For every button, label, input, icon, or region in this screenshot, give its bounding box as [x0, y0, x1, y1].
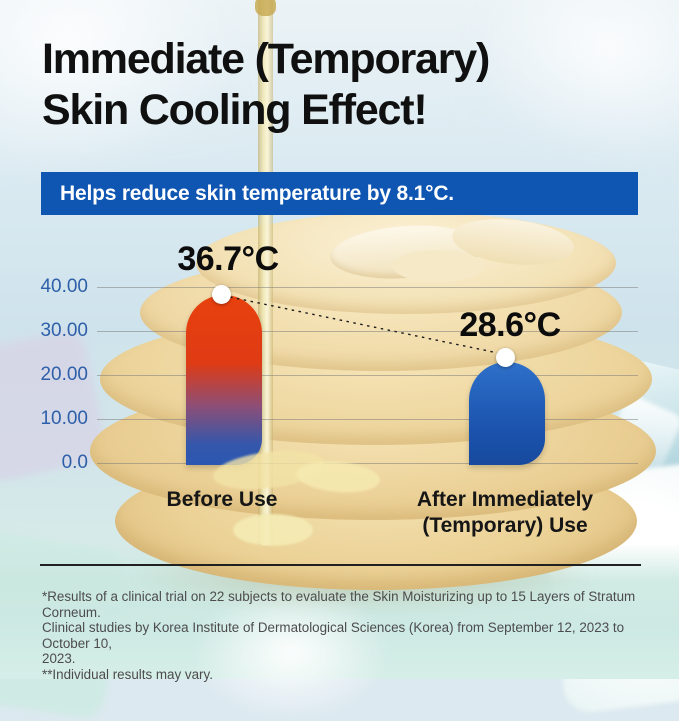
pour-splash	[233, 514, 313, 546]
footnote-line: Clinical studies by Korea Institute of D…	[42, 620, 625, 651]
y-axis-tick-label: 0.0	[61, 452, 88, 473]
gridline-40	[97, 287, 638, 288]
footnote-line: *Results of a clinical trial on 22 subje…	[42, 589, 636, 620]
page-title-line1: Immediate (Temporary)	[42, 35, 490, 83]
category-label-after: After Immediately (Temporary) Use	[390, 487, 620, 539]
pour-stream-top	[255, 0, 276, 16]
y-axis-tick-label: 20.00	[40, 364, 88, 385]
cream-curl	[392, 250, 484, 282]
page-title: Immediate (Temporary) Skin Cooling Effec…	[42, 34, 602, 136]
footnote-line: 2023.	[42, 651, 76, 667]
category-label-line: (Temporary) Use	[422, 514, 588, 537]
category-label-line: Before Use	[166, 488, 278, 511]
gridline-0	[97, 463, 638, 464]
footnote-line: **Individual results may vary.	[42, 666, 213, 682]
page-title-line2: Skin Cooling Effect!	[42, 86, 428, 134]
gridline-30	[97, 331, 638, 332]
y-axis-tick-label: 40.00	[40, 276, 88, 297]
footnote: *Results of a clinical trial on 22 subje…	[42, 589, 644, 683]
y-axis-tick-label: 30.00	[40, 320, 88, 341]
y-axis-tick-label: 10.00	[40, 408, 88, 429]
value-label-after: 28.6°C	[459, 306, 561, 344]
gridline-20	[97, 375, 638, 376]
category-label-line: After Immediately	[416, 488, 594, 511]
claim-banner-text: Helps reduce skin temperature by 8.1°C.	[60, 182, 454, 205]
value-label-before: 36.7°C	[177, 240, 279, 278]
bar-after-use	[469, 362, 545, 465]
claim-banner: Helps reduce skin temperature by 8.1°C.	[41, 172, 638, 215]
bar-before-use	[186, 295, 262, 465]
divider-line	[40, 564, 641, 566]
data-point-marker-before	[212, 285, 231, 304]
gridline-10	[97, 419, 638, 420]
data-point-marker-after	[496, 348, 515, 367]
category-label-before: Before Use	[132, 487, 312, 513]
